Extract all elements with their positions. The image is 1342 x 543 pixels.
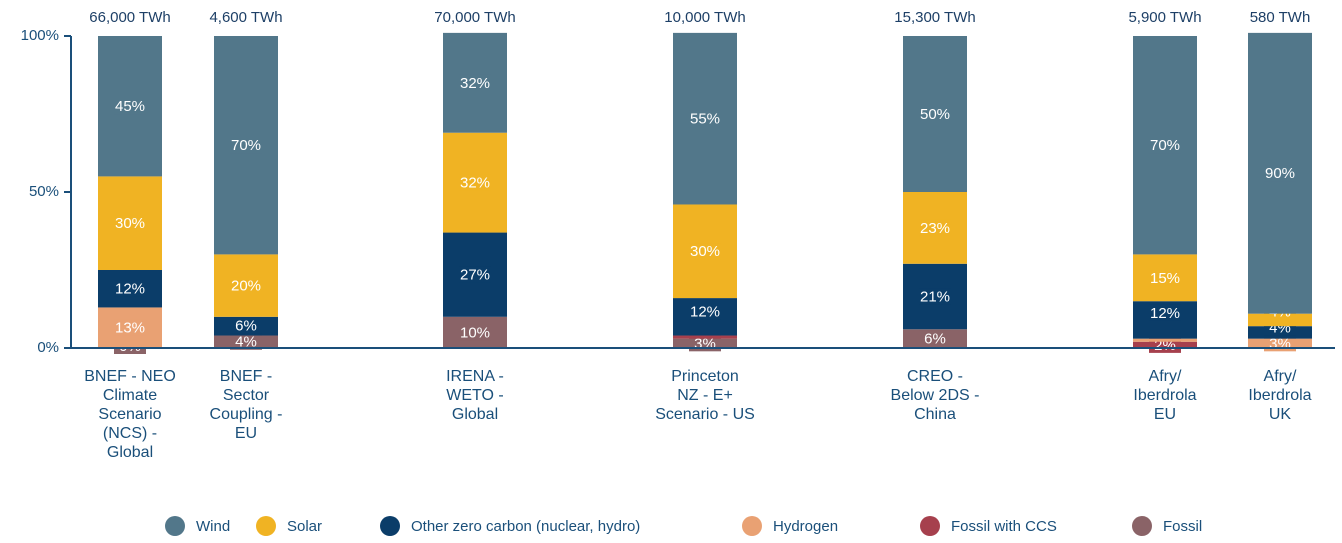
bar-segment	[1133, 338, 1197, 342]
legend-label: Hydrogen	[773, 518, 838, 535]
total-label: 70,000 TWh	[434, 9, 515, 26]
value-label-box	[919, 219, 951, 236]
value-label-box	[1149, 269, 1181, 286]
x-tick-label: CREO - Below 2DS - China	[890, 368, 980, 423]
value-label-box	[114, 280, 146, 297]
legend-swatch	[165, 516, 185, 536]
total-label: 10,000 TWh	[664, 9, 745, 26]
x-tick-label: BNEF - Sector Coupling - EU	[209, 368, 283, 442]
value-label-box	[459, 266, 491, 283]
value-label: 50%	[920, 106, 950, 123]
value-label-box	[230, 277, 262, 294]
value-label: 12%	[690, 303, 720, 320]
legend-swatch	[380, 516, 400, 536]
legend-swatch	[256, 516, 276, 536]
value-label: 55%	[690, 111, 720, 128]
x-tick-label: Afry/ Iberdrola UK	[1248, 368, 1312, 423]
value-label: 70%	[231, 137, 261, 154]
value-label-box	[919, 330, 951, 347]
y-tick-label: 100%	[21, 27, 59, 44]
y-tick-label: 0%	[37, 339, 59, 356]
value-label: 6%	[235, 318, 257, 335]
value-label-box	[230, 317, 262, 334]
y-tick-label: 50%	[29, 183, 59, 200]
value-label: 32%	[460, 175, 490, 192]
total-label: 66,000 TWh	[89, 9, 170, 26]
value-label-box	[114, 98, 146, 115]
value-label: 4%	[235, 334, 257, 351]
value-label-box	[459, 324, 491, 341]
value-label: 15%	[1150, 270, 1180, 287]
value-label-box	[689, 243, 721, 260]
value-label: 30%	[115, 215, 145, 232]
x-tick-label: BNEF - NEO Climate Scenario (NCS) - Glob…	[84, 368, 176, 461]
value-label: 45%	[115, 98, 145, 115]
legend-label: Other zero carbon (nuclear, hydro)	[411, 518, 640, 535]
value-label-box	[230, 137, 262, 154]
legend-swatch	[920, 516, 940, 536]
value-label: 27%	[460, 267, 490, 284]
x-tick-label: Princeton NZ - E+ Scenario - US	[655, 368, 755, 423]
value-label: 90%	[1265, 165, 1295, 182]
value-label-box	[1149, 304, 1181, 321]
value-label-box	[459, 174, 491, 191]
value-label: 70%	[1150, 137, 1180, 154]
legend-label: Fossil	[1163, 518, 1202, 535]
value-label-box	[919, 288, 951, 305]
value-label-box	[689, 303, 721, 320]
total-label: 4,600 TWh	[209, 9, 282, 26]
x-tick-label: Afry/ Iberdrola EU	[1133, 368, 1197, 423]
total-label: 15,300 TWh	[894, 9, 975, 26]
value-label: 20%	[231, 278, 261, 295]
value-label-box	[230, 333, 262, 350]
value-label: 10%	[460, 324, 490, 341]
value-label: 12%	[115, 281, 145, 298]
value-label: 32%	[460, 75, 490, 92]
value-label-box	[1264, 165, 1296, 182]
x-tick-label: IRENA - WETO - Global	[446, 368, 504, 423]
value-label: 23%	[920, 220, 950, 237]
legend-swatch	[1132, 516, 1152, 536]
value-label: 21%	[920, 288, 950, 305]
total-label: 580 TWh	[1250, 9, 1311, 26]
legend-label: Solar	[287, 518, 322, 535]
legend-swatch	[742, 516, 762, 536]
value-label-box	[689, 110, 721, 127]
value-label-box	[114, 319, 146, 336]
value-label-box	[459, 74, 491, 91]
value-label: 6%	[924, 331, 946, 348]
value-label-box	[114, 215, 146, 232]
legend-label: Wind	[196, 518, 230, 535]
value-label: 12%	[1150, 305, 1180, 322]
value-label: 13%	[115, 320, 145, 337]
bar-segment	[673, 335, 737, 339]
value-label: 30%	[690, 243, 720, 260]
value-label-box	[1149, 137, 1181, 154]
total-label: 5,900 TWh	[1128, 9, 1201, 26]
legend-label: Fossil with CCS	[951, 518, 1057, 535]
value-label-box	[919, 106, 951, 122]
